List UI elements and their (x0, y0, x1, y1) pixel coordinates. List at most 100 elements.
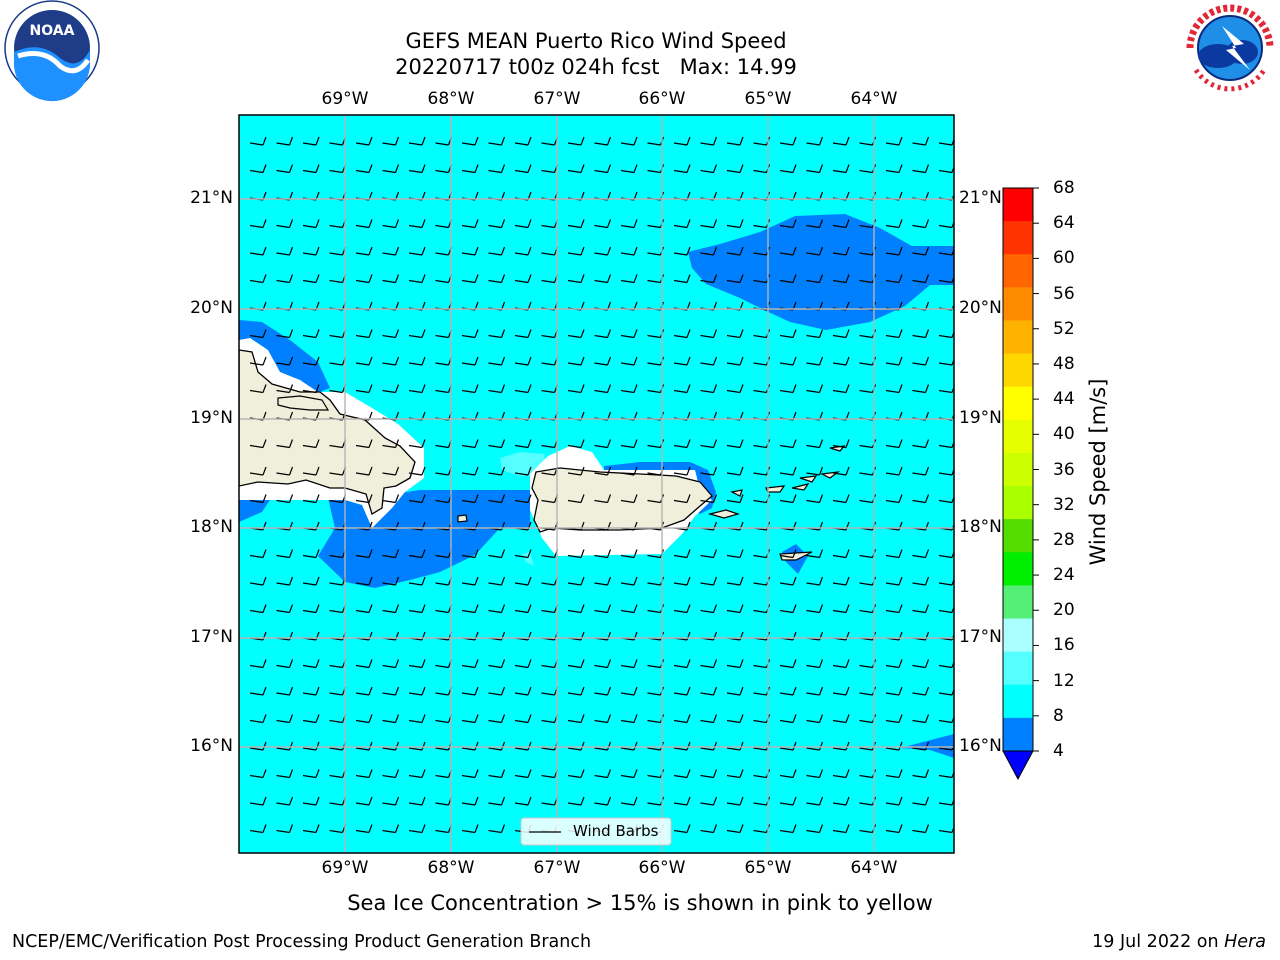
wind-barb (276, 384, 294, 394)
wind-barb (673, 329, 691, 339)
wind-barb (673, 741, 691, 751)
wind-barb (885, 494, 903, 504)
wind-barb (355, 274, 373, 284)
wind-barb (382, 274, 400, 284)
wind-barb (514, 741, 532, 751)
wind-barb (832, 659, 850, 669)
wind-barb (806, 466, 824, 476)
colorbar-swatch (1003, 519, 1033, 553)
wind-barb (382, 466, 400, 476)
wind-barb (700, 246, 718, 256)
colorbar-swatch (1003, 221, 1033, 255)
wind-barb (726, 769, 744, 779)
wind-barb (832, 769, 850, 779)
wind-barb (779, 796, 797, 806)
wind-barb (912, 219, 930, 229)
colorbar-tick-label: 36 (1053, 459, 1075, 480)
wind-barb (673, 604, 691, 614)
wind-barb (249, 164, 267, 174)
wind-barb (488, 439, 506, 449)
wind-barb (726, 136, 744, 146)
wind-barb (779, 576, 797, 586)
wind-barb (302, 686, 320, 696)
gridlines (239, 115, 954, 853)
wind-barb (700, 219, 718, 229)
wind-barb (302, 246, 320, 256)
lon-tick-bottom: 69°W (321, 858, 369, 878)
wind-barb (567, 274, 585, 284)
wind-barb (276, 576, 294, 586)
wind-barb (382, 219, 400, 229)
wind-barb (726, 494, 744, 504)
wind-barb (912, 384, 930, 394)
footer-credit: NCEP/EMC/Verification Post Processing Pr… (12, 932, 592, 952)
wind-barb (302, 329, 320, 339)
wind-barb (302, 274, 320, 284)
wind-barb (594, 219, 612, 229)
wind-barb (567, 576, 585, 586)
wind-barb (620, 686, 638, 696)
wind-barb (912, 356, 930, 366)
wind-barb (620, 796, 638, 806)
wind-barb (885, 659, 903, 669)
wind-barb (408, 769, 426, 779)
wind-barb (779, 741, 797, 751)
wind-barb (567, 686, 585, 696)
legend (520, 817, 672, 846)
wind-barb (700, 274, 718, 284)
wind-barb (355, 714, 373, 724)
wind-barb (488, 796, 506, 806)
wind-barb (408, 741, 426, 751)
wind-barb (620, 274, 638, 284)
wind-barb (249, 796, 267, 806)
colorbar-tick-label: 4 (1053, 741, 1064, 761)
wind-barb (832, 384, 850, 394)
wind-barb (514, 659, 532, 669)
wind-barb (514, 714, 532, 724)
wind-barb (488, 274, 506, 284)
wind-barb (779, 466, 797, 476)
wind-barb (885, 714, 903, 724)
wind-barb (779, 494, 797, 504)
colorbar-tick-label: 56 (1053, 283, 1075, 304)
wind-barb (461, 549, 479, 559)
wind-barb (885, 576, 903, 586)
colorbar-swatch (1003, 188, 1033, 222)
wind-barb (276, 659, 294, 669)
wind-barb (885, 796, 903, 806)
wind-barb (382, 136, 400, 146)
wind-barb (700, 164, 718, 174)
wind-barb (408, 274, 426, 284)
wind-barb (302, 769, 320, 779)
lat-tick-right: 17°N (959, 627, 1002, 647)
wind-barb (408, 466, 426, 476)
wind-barb (249, 329, 267, 339)
wind-barb (249, 246, 267, 256)
wind-barb (806, 356, 824, 366)
lat-tick-left: 16°N (190, 736, 233, 756)
lat-tick-left: 21°N (190, 188, 233, 208)
wind-barb (912, 741, 930, 751)
colorbar-swatch (1003, 452, 1033, 487)
wind-barb (726, 439, 744, 449)
wind-barb (408, 549, 426, 559)
colorbar-tick-label: 60 (1053, 248, 1075, 269)
wind-barb (302, 549, 320, 559)
footer-host: Hera (1224, 932, 1266, 952)
lon-tick-top: 66°W (638, 89, 686, 109)
lat-tick-left: 18°N (190, 517, 233, 537)
wind-barb (832, 494, 850, 504)
wind-barb (700, 136, 718, 146)
wind-barb (276, 136, 294, 146)
legend-label: Wind Barbs (573, 822, 659, 840)
wind-barb (832, 164, 850, 174)
colorbar-swatch (1003, 684, 1033, 719)
wind-barb (276, 741, 294, 751)
wind-barb (594, 686, 612, 696)
wind-barb (276, 329, 294, 339)
wind-barb (514, 274, 532, 284)
map-frame (238, 114, 955, 854)
wind-barb (461, 494, 479, 504)
wind-barb (620, 219, 638, 229)
wind-barb (832, 604, 850, 614)
